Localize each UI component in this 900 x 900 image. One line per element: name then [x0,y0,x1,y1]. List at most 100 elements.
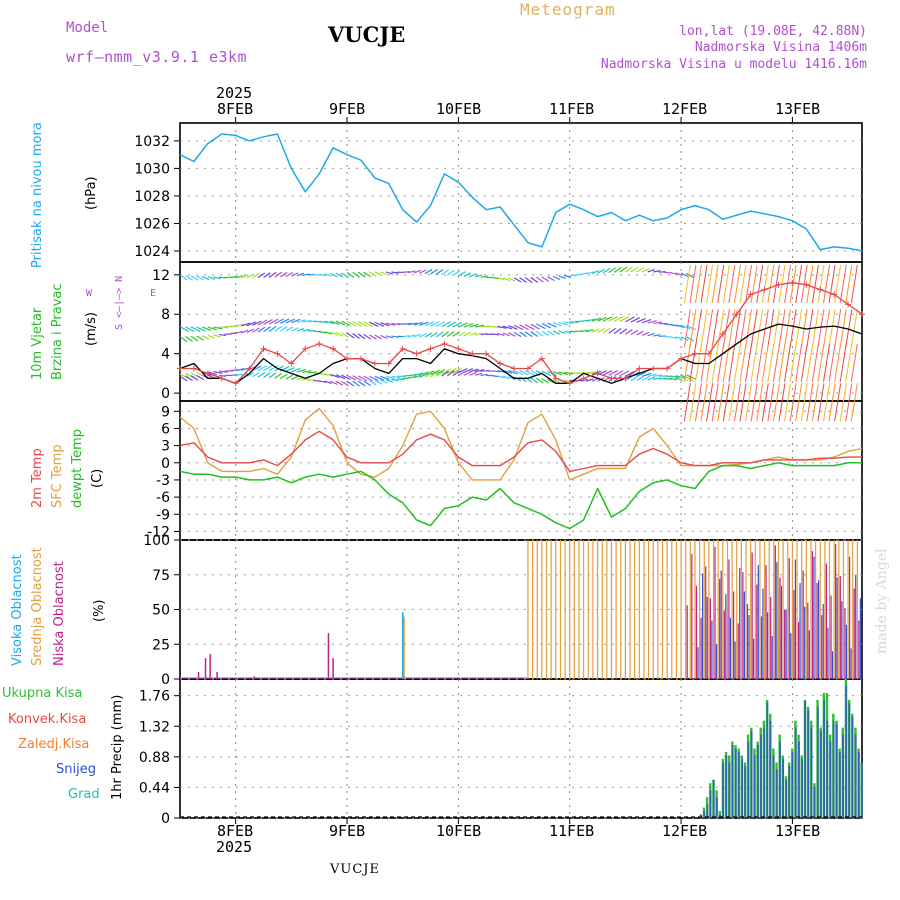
sfc-temp-line [179,407,863,481]
wind-direction-arrow [346,380,355,387]
wind-direction-arrow [257,371,266,378]
wind-direction-arrow [368,380,377,386]
model-elevation-label: Nadmorska Visina u modelu 1416.16m [600,57,867,72]
wind-direction-arrow [689,264,697,304]
wind-direction-arrow [341,272,349,278]
wind-direction-arrow [480,325,490,328]
wind-direction-arrow [235,323,245,327]
wind-direction-arrow [458,322,468,328]
wind-direction-arrow [497,325,507,329]
precip-legend-frz: Zaledj.Kisa [18,737,90,752]
precip-bar-snow [706,804,709,818]
wind-direction-arrow [683,309,691,348]
wind-direction-arrow [750,343,758,382]
panel-frame [179,400,863,541]
wind-direction-arrow [202,371,212,377]
wind-direction-arrow [806,383,814,422]
wind-direction-arrow [324,331,332,335]
wind-direction-arrow [636,317,646,323]
wind-direction-arrow [246,372,255,377]
wind-direction-arrow [625,316,635,323]
wind-direction-arrow [374,321,385,327]
wind-direction-arrow [828,383,836,422]
wind-direction-arrow [636,267,644,273]
elevation-label: Nadmorska Visina 1406m [694,40,867,55]
wind-direction-arrow [346,374,357,381]
wind-direction-arrow [446,370,455,377]
wind-direction-arrow [739,343,747,382]
precip-bar-snow [807,710,810,818]
wind-direction-arrow [767,264,775,304]
wind-direction-arrow [324,373,334,377]
precip-legend-grad: Grad [68,787,100,802]
wind-direction-arrow [580,329,588,333]
wind-direction-arrow [296,319,307,323]
wind-direction-arrow [641,372,652,377]
wind-direction-arrow [497,332,505,336]
wind-direction-arrow [252,272,260,279]
wind-direction-arrow [291,318,301,324]
y-tick-label: 6 [161,421,170,437]
wind-direction-arrow [424,332,433,338]
wind-direction-arrow [357,271,366,278]
wind-gust-marker [552,375,559,382]
wind-direction-arrow [380,271,388,276]
wind-direction-arrow [446,368,457,374]
wind-direction-arrow [811,383,819,422]
wind-direction-arrow [441,321,451,328]
precip-bar-snow [744,765,747,818]
wind-direction-arrow [689,383,697,422]
precip-bar-snow [772,755,775,818]
wind-direction-arrow [597,268,605,274]
wind-direction-arrow [547,330,555,336]
wind-gust-marker [260,345,267,352]
wind-direction-arrow [408,270,416,274]
wind-direction-arrow [357,333,366,340]
precip-bar-snow [741,758,744,818]
wind-direction-arrow [823,264,831,304]
wind-gust-line [180,282,863,384]
wind-direction-arrow [330,320,340,325]
wind-direction-arrow [591,317,602,322]
wind-direction-arrow [669,377,678,381]
wind-direction-arrow [268,271,277,278]
precip-bar-snow [788,765,791,818]
wind-gust-marker [385,360,392,367]
wind-gust-marker [705,350,712,357]
precip-bar-snow [703,811,706,818]
wind-direction-arrow [591,328,600,333]
wind-direction-arrow [302,378,310,381]
precip-bar-snow [857,751,860,818]
wind-direction-arrow [767,343,775,382]
wind-direction-arrow [324,273,332,277]
wind-direction-arrow [241,274,249,279]
wind-direction-arrow [630,329,639,336]
wind-gust-marker [190,365,197,372]
top-day-label: 11FEB [549,100,595,118]
model-name: wrf–nmm_v3.9.1 e3km [66,48,248,66]
wind-direction-arrow [823,383,831,422]
wind-direction-arrow [530,377,539,384]
wind-gust-marker [246,365,253,372]
wind-direction-arrow [330,272,338,278]
wind-direction-arrow [706,383,714,422]
precip-bar-snow [722,762,725,818]
wind-direction-arrow [452,370,461,377]
precip-bar-snow [725,755,728,818]
wind-direction-arrow [469,273,477,278]
wind-direction-arrow [789,309,797,348]
wind-direction-arrow [686,273,694,279]
wind-gust-marker [177,365,183,372]
wind-direction-arrow [497,375,505,379]
wind-direction-arrow [647,376,655,381]
wind-direction-arrow [241,329,249,334]
precip-bar-snow [785,779,788,818]
wind-direction-arrow [625,328,633,335]
wind-direction-arrow [524,331,533,338]
wind-direction-arrow [519,369,529,376]
wind-direction-arrow [795,383,803,422]
precip-bar-snow [848,703,851,818]
wind-direction-arrow [408,322,418,326]
wind-direction-arrow [558,330,566,335]
wind-direction-arrow [252,371,260,378]
